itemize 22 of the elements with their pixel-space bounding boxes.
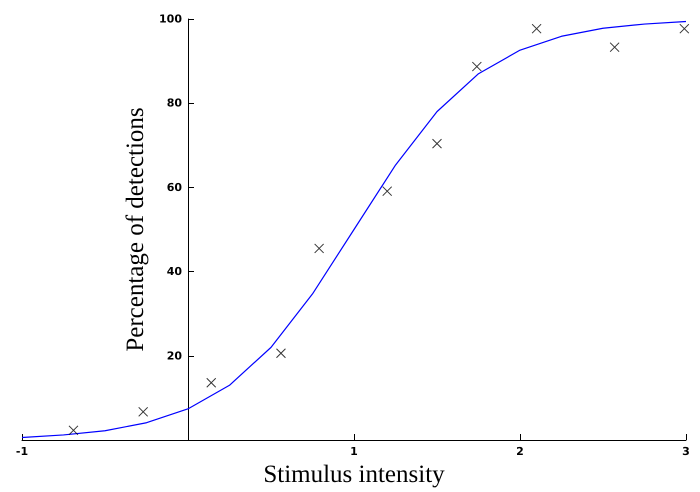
y-axis-title: Percentage of detections	[122, 107, 150, 352]
x-tick-label: 2	[516, 445, 524, 458]
y-tick-label: 40	[166, 265, 182, 278]
point	[472, 62, 482, 72]
point	[68, 425, 78, 436]
x-tick-label: -1	[16, 445, 28, 458]
point	[432, 138, 442, 149]
point	[276, 348, 286, 358]
x-tick-label: 3	[682, 445, 690, 458]
y-tick-label: 80	[166, 96, 182, 110]
y-tick-label: 20	[166, 349, 182, 362]
y-tick-label: 100	[159, 12, 182, 26]
point	[138, 406, 148, 417]
point	[679, 24, 690, 34]
point	[532, 24, 542, 34]
x-axis-title: Stimulus intensity	[263, 461, 446, 488]
point	[610, 42, 620, 52]
y-tick-label: 60	[166, 180, 182, 194]
x-tick-label: 1	[350, 445, 358, 458]
point	[206, 378, 216, 388]
point	[314, 243, 324, 254]
point	[382, 186, 392, 196]
